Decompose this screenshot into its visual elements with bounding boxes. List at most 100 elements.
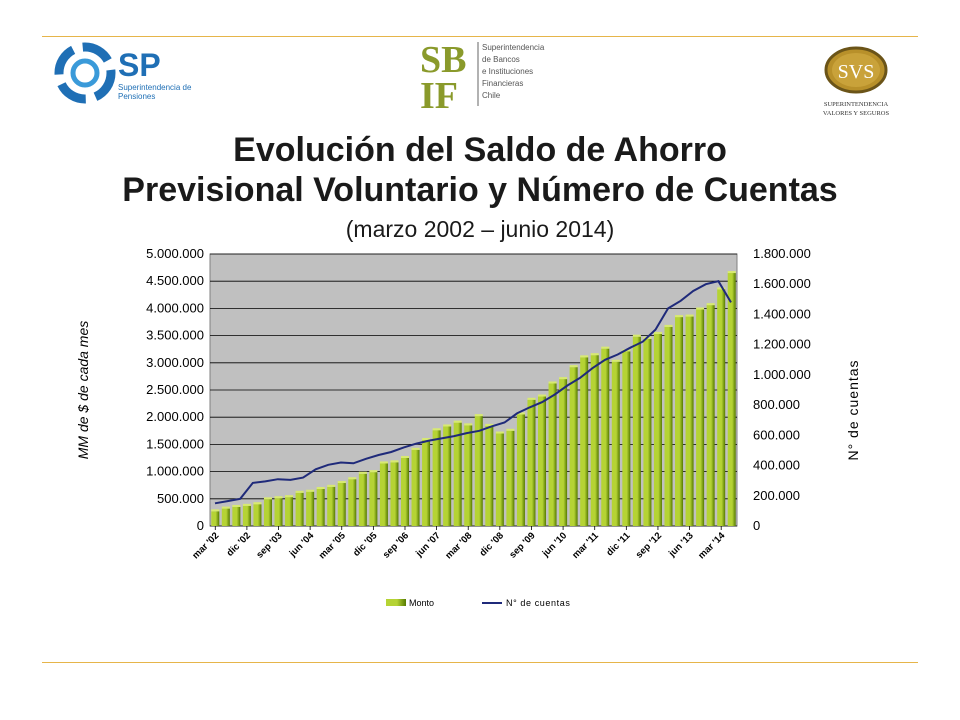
bar-cap bbox=[559, 377, 568, 380]
bar-cap bbox=[390, 460, 399, 463]
bar bbox=[580, 357, 589, 526]
y2-tick-label: 800.000 bbox=[753, 397, 800, 412]
bar-cap bbox=[675, 315, 684, 318]
bar-cap bbox=[306, 489, 315, 492]
bar-cap bbox=[263, 497, 272, 500]
bar-cap bbox=[580, 355, 589, 358]
bar-cap bbox=[632, 334, 641, 337]
bar-cap bbox=[611, 359, 620, 362]
x-axis-ticks: mar '02 dic '02 sep '03 jun '04 mar '05 dic '… bbox=[190, 526, 728, 562]
bar-cap bbox=[432, 428, 441, 431]
bar-cap bbox=[653, 331, 662, 334]
line-path bbox=[214, 280, 732, 505]
bar bbox=[643, 338, 652, 526]
bar-cap bbox=[285, 495, 294, 498]
bar bbox=[675, 317, 684, 526]
bottom-rule bbox=[42, 662, 918, 663]
bar bbox=[422, 440, 431, 526]
y-tick-label: 2.500.000 bbox=[146, 382, 204, 397]
bar-cap bbox=[664, 324, 673, 327]
svs-logo-mark: SVS SUPERINTENDENCIA VALORES Y SEGUROS bbox=[823, 46, 890, 117]
bar bbox=[516, 414, 525, 526]
x-tick-label: mar '14 bbox=[696, 530, 728, 562]
x-tick-label: mar '08 bbox=[443, 530, 474, 561]
sbif-line-1: de Bancos bbox=[482, 55, 520, 64]
bar bbox=[358, 473, 367, 526]
bar bbox=[495, 433, 504, 526]
x-tick-label: dic '02 bbox=[225, 530, 253, 558]
bar-cap bbox=[253, 502, 262, 505]
bar-cap bbox=[464, 423, 473, 426]
svs-logo-text: SVS bbox=[838, 61, 875, 83]
bar-cap bbox=[453, 420, 462, 423]
bar bbox=[632, 336, 641, 526]
x-tick-label: sep '03 bbox=[254, 530, 284, 560]
svs-logo-line2: VALORES Y SEGUROS bbox=[823, 110, 890, 117]
bar-cap bbox=[422, 438, 431, 441]
bar bbox=[559, 379, 568, 526]
y-axis-left-ticks: 5.000.000 4.500.000 4.000.000 3.500.000 3.00… bbox=[146, 246, 204, 533]
y-tick-label: 4.000.000 bbox=[146, 300, 204, 315]
bar-cap bbox=[358, 471, 367, 474]
sp-logo-line2: Pensiones bbox=[118, 92, 155, 101]
bar bbox=[664, 326, 673, 526]
top-rule bbox=[42, 36, 918, 37]
sbif-line-0: Superintendencia bbox=[482, 43, 545, 52]
y2-tick-label: 1.200.000 bbox=[753, 337, 811, 352]
bar bbox=[221, 508, 230, 526]
bar bbox=[295, 492, 304, 526]
page-title: Evolución del Saldo de Ahorro Previsiona… bbox=[0, 130, 960, 210]
svs-logo-line1: SUPERINTENDENCIA bbox=[824, 101, 889, 108]
bar-cap bbox=[569, 365, 578, 368]
legend-label-monto: Monto bbox=[409, 598, 434, 608]
bar-cap bbox=[485, 423, 494, 426]
bar bbox=[400, 458, 409, 526]
bar-cap bbox=[538, 394, 547, 397]
bar bbox=[453, 422, 462, 526]
bar-cap bbox=[221, 506, 230, 509]
sp-logo-text: SP bbox=[118, 47, 161, 83]
line-series-cuentas bbox=[214, 280, 732, 505]
y-tick-label: 500.000 bbox=[157, 491, 204, 506]
bar bbox=[432, 430, 441, 526]
bar-cap bbox=[316, 487, 325, 490]
bar bbox=[337, 483, 346, 526]
x-tick-label: sep '06 bbox=[381, 530, 411, 560]
bar-cap bbox=[242, 503, 251, 506]
bar-cap bbox=[516, 412, 525, 415]
bar-cap bbox=[348, 477, 357, 480]
bar bbox=[569, 367, 578, 526]
y-tick-label: 4.500.000 bbox=[146, 273, 204, 288]
bar-cap bbox=[495, 431, 504, 434]
bar-cap bbox=[369, 470, 378, 473]
legend: Monto N° de cuentas bbox=[386, 598, 570, 608]
bar bbox=[706, 305, 715, 526]
y-tick-label: 3.500.000 bbox=[146, 328, 204, 343]
legend-label-cuentas: N° de cuentas bbox=[506, 598, 570, 608]
y2-tick-label: 600.000 bbox=[753, 427, 800, 442]
x-tick-label: dic '05 bbox=[351, 530, 380, 559]
legend-swatch-monto bbox=[386, 599, 406, 606]
bar bbox=[274, 498, 283, 526]
y2-tick-label: 1.000.000 bbox=[753, 367, 811, 382]
x-tick-label: sep '09 bbox=[507, 530, 537, 560]
bar-cap bbox=[727, 271, 736, 274]
y2-tick-label: 0 bbox=[753, 518, 760, 533]
y2-tick-label: 200.000 bbox=[753, 488, 800, 503]
bar bbox=[369, 472, 378, 526]
y-tick-label: 1.000.000 bbox=[146, 464, 204, 479]
bar-cap bbox=[337, 481, 346, 484]
title-line-2: Previsional Voluntario y Número de Cuent… bbox=[122, 171, 838, 209]
sbif-line-2: e Instituciones bbox=[482, 67, 533, 76]
y-axis-label: MM de $ de cada mes bbox=[75, 321, 91, 460]
y-tick-label: 5.000.000 bbox=[146, 246, 204, 261]
bar-cap bbox=[232, 504, 241, 507]
bar-cap bbox=[443, 424, 452, 427]
bar-cap bbox=[474, 414, 483, 417]
x-tick-label: jun '13 bbox=[666, 530, 695, 559]
bar-cap bbox=[717, 287, 726, 290]
bar bbox=[474, 416, 483, 526]
bar bbox=[242, 505, 251, 526]
bar-cap bbox=[274, 496, 283, 499]
